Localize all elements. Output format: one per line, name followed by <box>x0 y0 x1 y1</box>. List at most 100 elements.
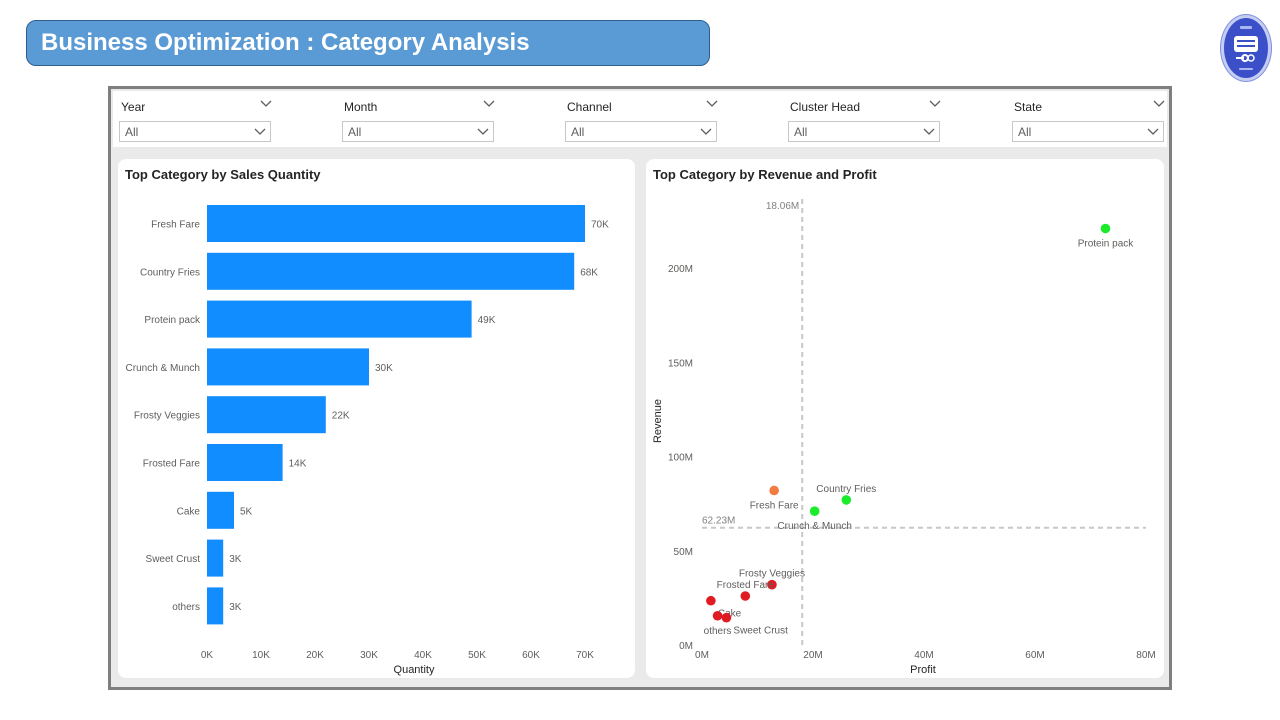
bar <box>207 205 585 242</box>
filter-value: All <box>794 125 808 139</box>
filter-label: Month <box>344 100 378 114</box>
scatter-point <box>769 485 779 496</box>
data-label: 22K <box>332 411 350 422</box>
filter-label: Cluster Head <box>790 100 861 114</box>
filter-dropdown[interactable]: All <box>565 121 717 142</box>
data-label: 3K <box>229 554 242 565</box>
scatter-point <box>841 495 852 505</box>
revenue-profit-scatter-chart: 0M 50M 100M 150M 200M 0M 20M 40M 60M 80M Profit Rev… <box>652 199 1156 676</box>
filter-dropdown[interactable]: All <box>119 121 271 142</box>
filter-channel[interactable]: Channel All <box>559 91 718 147</box>
chevron-down-icon[interactable] <box>705 97 719 111</box>
chevron-down-icon[interactable] <box>482 97 496 111</box>
point-label: Crunch & Munch <box>777 521 851 532</box>
sales-quantity-bar-chart: Fresh Fare 70K Country Fries 68K Protein pac… <box>126 205 609 676</box>
page-title-banner: Business Optimization : Category Analysi… <box>26 20 710 66</box>
point-label: Cake <box>718 609 742 620</box>
y-tick-label: 150M <box>668 358 693 369</box>
scatter-point <box>740 591 751 601</box>
page-title: Business Optimization : Category Analysi… <box>41 29 530 56</box>
filter-value: All <box>571 125 585 139</box>
y-axis-title: Revenue <box>652 399 664 443</box>
report-canvas: Year All Month All Channel All Cluster <box>108 86 1172 690</box>
scatter-point <box>721 612 732 623</box>
scatter-point <box>809 506 820 517</box>
filter-label: Year <box>121 100 146 114</box>
x-axis-title: Profit <box>910 664 936 676</box>
category-label: Fresh Fare <box>151 220 200 231</box>
chevron-down-icon[interactable] <box>1152 97 1166 111</box>
x-tick-label: 60K <box>522 650 540 661</box>
filter-state[interactable]: State All <box>1006 91 1165 147</box>
x-axis-title: Quantity <box>394 664 435 676</box>
chevron-down-icon <box>477 128 489 135</box>
scatter-point <box>712 610 723 621</box>
chevron-down-icon <box>700 128 712 135</box>
reference-line-label: 62.23M <box>702 516 735 527</box>
scatter-point <box>1100 223 1111 234</box>
x-tick-label: 50K <box>468 650 486 661</box>
filter-dropdown[interactable]: All <box>1012 121 1164 142</box>
category-label: Frosty Veggies <box>134 411 200 422</box>
data-label: 3K <box>229 602 242 613</box>
point-label: others <box>704 626 732 637</box>
bar <box>207 587 224 625</box>
x-tick-label: 20M <box>803 650 822 661</box>
chevron-down-icon <box>254 128 266 135</box>
data-label: 70K <box>591 220 609 231</box>
filter-label: Channel <box>567 100 612 114</box>
point-label: Frosted Fare <box>717 580 775 591</box>
category-label: Protein pack <box>144 315 201 326</box>
y-tick-label: 50M <box>674 547 693 558</box>
revenue-profit-chart-card: Top Category by Revenue and Profit 0M 50M… <box>646 159 1164 678</box>
bar <box>207 444 283 481</box>
chevron-down-icon[interactable] <box>928 97 942 111</box>
bulb-logo-icon <box>1221 15 1271 81</box>
data-label: 14K <box>289 459 307 470</box>
x-tick-label: 0K <box>201 650 214 661</box>
data-label: 30K <box>375 363 393 374</box>
chevron-down-icon <box>1147 128 1159 135</box>
filter-value: All <box>1018 125 1032 139</box>
bar <box>207 300 472 338</box>
data-label: 5K <box>240 506 253 517</box>
point-label: Country Fries <box>816 484 876 495</box>
category-label: Frosted Fare <box>143 459 201 470</box>
category-label: Sweet Crust <box>146 554 201 565</box>
filter-bar: Year All Month All Channel All Cluster <box>113 91 1167 147</box>
filter-dropdown[interactable]: All <box>788 121 940 142</box>
category-label: Country Fries <box>140 267 200 278</box>
filter-value: All <box>125 125 139 139</box>
sales-quantity-chart-card: Top Category by Sales Quantity Fresh Far… <box>118 159 635 678</box>
data-label: 68K <box>580 267 598 278</box>
filter-label: State <box>1014 100 1043 114</box>
filter-value: All <box>348 125 362 139</box>
category-label: others <box>172 602 200 613</box>
filter-cluster-head[interactable]: Cluster Head All <box>782 91 941 147</box>
x-tick-label: 20K <box>306 650 324 661</box>
chart-title: Top Category by Revenue and Profit <box>653 167 877 182</box>
y-tick-label: 100M <box>668 453 693 464</box>
filter-month[interactable]: Month All <box>336 91 495 147</box>
x-tick-label: 0M <box>695 650 709 661</box>
chevron-down-icon <box>923 128 935 135</box>
chart-title: Top Category by Sales Quantity <box>125 167 321 182</box>
y-tick-label: 200M <box>668 264 693 275</box>
reference-line-label: 18.06M <box>766 201 799 212</box>
point-label: Fresh Fare <box>750 500 799 511</box>
point-label: Protein pack <box>1078 239 1135 250</box>
x-tick-label: 10K <box>252 650 270 661</box>
filter-dropdown[interactable]: All <box>342 121 494 142</box>
scatter-point <box>767 579 777 590</box>
x-tick-label: 80M <box>1136 650 1155 661</box>
point-label: Frosty Veggies <box>739 569 805 580</box>
chevron-down-icon[interactable] <box>259 97 273 111</box>
scatter-point <box>706 595 716 606</box>
bar <box>207 252 575 290</box>
x-tick-label: 40K <box>414 650 432 661</box>
filter-year[interactable]: Year All <box>113 91 272 147</box>
category-label: Cake <box>177 506 201 517</box>
x-tick-label: 70K <box>576 650 594 661</box>
x-tick-label: 30K <box>360 650 378 661</box>
x-tick-label: 40M <box>914 650 933 661</box>
